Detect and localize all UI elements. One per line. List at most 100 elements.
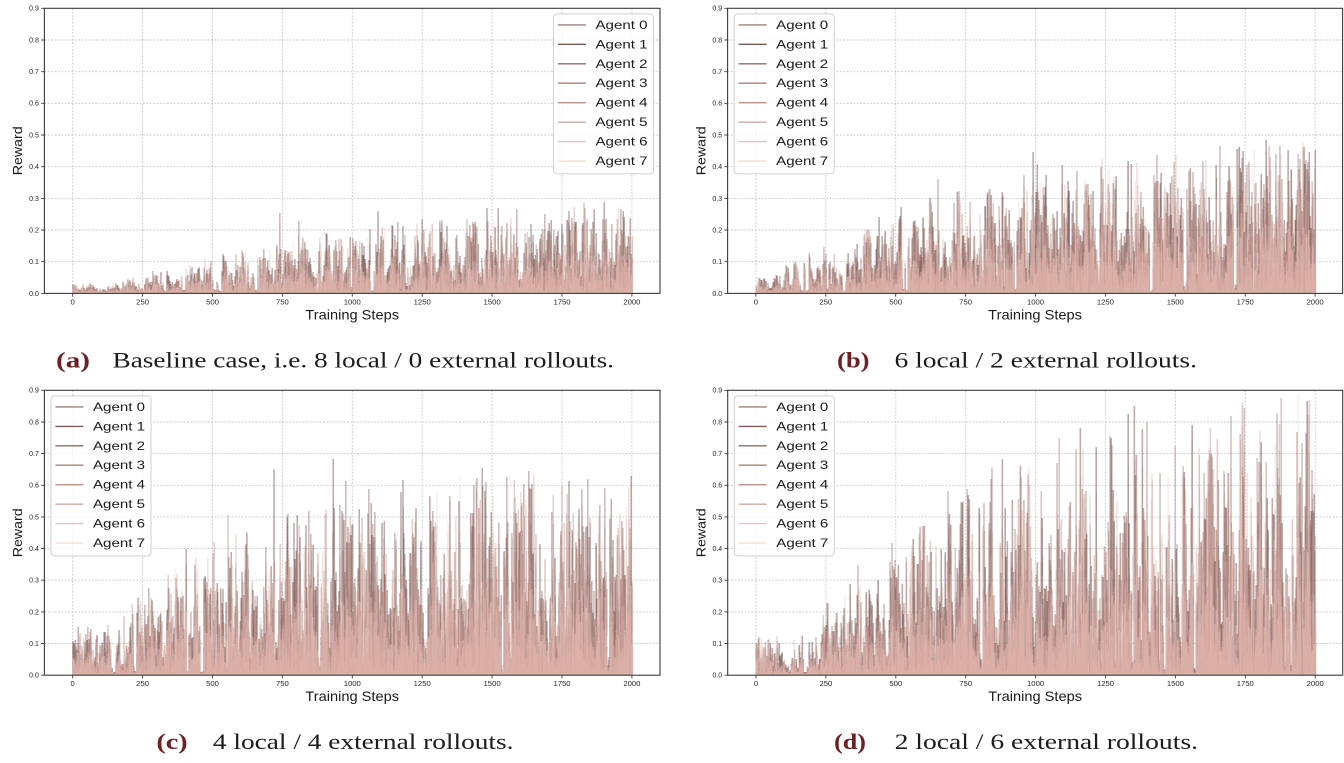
svg-text:0.1: 0.1	[29, 641, 39, 648]
svg-text:Training Steps: Training Steps	[305, 307, 399, 322]
svg-text:Training Steps: Training Steps	[305, 689, 399, 704]
svg-text:Agent 6: Agent 6	[596, 135, 648, 149]
svg-text:Reward: Reward	[10, 126, 25, 175]
svg-text:1500: 1500	[1167, 679, 1184, 688]
svg-text:1500: 1500	[484, 297, 501, 306]
svg-text:1500: 1500	[1167, 297, 1184, 306]
svg-text:2000: 2000	[1307, 679, 1324, 688]
svg-text:750: 750	[959, 297, 972, 306]
svg-text:0.0: 0.0	[712, 673, 722, 680]
svg-text:0.7: 0.7	[712, 451, 722, 458]
svg-text:0: 0	[754, 297, 758, 306]
svg-text:0.9: 0.9	[712, 6, 722, 13]
svg-text:Agent 5: Agent 5	[776, 115, 828, 129]
svg-text:Agent 5: Agent 5	[596, 115, 648, 129]
svg-text:2 local / 6 external rollouts.: 2 local / 6 external rollouts.	[895, 729, 1198, 754]
svg-text:0.3: 0.3	[712, 578, 722, 585]
svg-text:0.5: 0.5	[29, 514, 39, 521]
svg-text:Agent 0: Agent 0	[776, 18, 828, 32]
svg-text:0.1: 0.1	[712, 641, 722, 648]
svg-text:Agent 4: Agent 4	[93, 478, 145, 492]
svg-text:0.9: 0.9	[712, 388, 722, 395]
svg-text:250: 250	[819, 679, 832, 688]
svg-text:(c): (c)	[156, 729, 187, 754]
svg-text:0.2: 0.2	[712, 227, 722, 234]
svg-text:Agent 1: Agent 1	[596, 37, 648, 51]
svg-text:Agent 3: Agent 3	[596, 76, 648, 90]
svg-text:750: 750	[276, 297, 289, 306]
svg-text:Agent 5: Agent 5	[776, 497, 828, 511]
svg-text:0.9: 0.9	[29, 388, 39, 395]
svg-text:Agent 7: Agent 7	[776, 536, 828, 550]
svg-text:2000: 2000	[623, 679, 640, 688]
svg-text:1750: 1750	[1237, 679, 1254, 688]
svg-text:Training Steps: Training Steps	[988, 307, 1082, 322]
svg-text:Agent 0: Agent 0	[776, 400, 828, 414]
svg-text:Agent 3: Agent 3	[776, 76, 828, 90]
svg-text:Agent 2: Agent 2	[93, 439, 145, 453]
svg-text:0.7: 0.7	[712, 69, 722, 76]
svg-text:250: 250	[819, 297, 832, 306]
svg-text:Training Steps: Training Steps	[988, 689, 1082, 704]
svg-text:Agent 6: Agent 6	[776, 517, 828, 531]
svg-text:Reward: Reward	[693, 508, 708, 557]
svg-text:Agent 0: Agent 0	[596, 18, 648, 32]
svg-text:Agent 3: Agent 3	[776, 458, 828, 472]
svg-text:500: 500	[889, 297, 902, 306]
svg-text:1750: 1750	[1237, 297, 1254, 306]
svg-text:1750: 1750	[553, 297, 570, 306]
svg-text:0.6: 0.6	[29, 101, 39, 108]
svg-text:0.4: 0.4	[29, 546, 39, 553]
svg-text:Agent 6: Agent 6	[776, 135, 828, 149]
svg-text:750: 750	[276, 679, 289, 688]
svg-text:250: 250	[136, 679, 149, 688]
svg-text:0.0: 0.0	[712, 291, 722, 298]
svg-text:0.8: 0.8	[712, 37, 722, 44]
svg-text:Agent 2: Agent 2	[596, 57, 648, 71]
svg-text:0.2: 0.2	[29, 609, 39, 616]
svg-text:0.8: 0.8	[712, 419, 722, 426]
svg-text:0.5: 0.5	[712, 132, 722, 139]
svg-text:Agent 2: Agent 2	[776, 439, 828, 453]
svg-text:6 local / 2 external rollouts.: 6 local / 2 external rollouts.	[895, 348, 1198, 373]
svg-text:1000: 1000	[344, 297, 361, 306]
svg-text:0.7: 0.7	[29, 451, 39, 458]
svg-text:1500: 1500	[484, 679, 501, 688]
svg-text:0.4: 0.4	[712, 546, 722, 553]
svg-text:0.5: 0.5	[29, 132, 39, 139]
svg-text:1250: 1250	[414, 679, 431, 688]
svg-text:250: 250	[136, 297, 149, 306]
svg-text:0.5: 0.5	[712, 514, 722, 521]
svg-text:Reward: Reward	[693, 126, 708, 175]
svg-text:0.3: 0.3	[712, 196, 722, 203]
svg-text:0.8: 0.8	[29, 37, 39, 44]
svg-text:0.2: 0.2	[712, 609, 722, 616]
svg-text:0.6: 0.6	[712, 483, 722, 490]
svg-text:0.8: 0.8	[29, 419, 39, 426]
svg-text:Agent 3: Agent 3	[93, 458, 145, 472]
svg-text:0: 0	[71, 679, 75, 688]
svg-text:0.3: 0.3	[29, 196, 39, 203]
svg-text:0.6: 0.6	[712, 101, 722, 108]
svg-text:Agent 5: Agent 5	[93, 497, 145, 511]
svg-text:750: 750	[959, 679, 972, 688]
svg-text:Agent 1: Agent 1	[93, 419, 145, 433]
svg-text:Agent 1: Agent 1	[776, 419, 828, 433]
svg-text:Agent 6: Agent 6	[93, 517, 145, 531]
svg-text:500: 500	[206, 679, 219, 688]
svg-text:Agent 2: Agent 2	[776, 57, 828, 71]
svg-text:0.3: 0.3	[29, 578, 39, 585]
svg-text:(b): (b)	[837, 348, 870, 373]
svg-text:Reward: Reward	[10, 508, 25, 557]
svg-text:1000: 1000	[344, 679, 361, 688]
svg-text:0.1: 0.1	[712, 259, 722, 266]
svg-text:1250: 1250	[1097, 679, 1114, 688]
svg-text:Agent 4: Agent 4	[776, 96, 828, 110]
svg-text:0.0: 0.0	[29, 291, 39, 298]
svg-text:0.0: 0.0	[29, 673, 39, 680]
svg-text:Agent 4: Agent 4	[596, 96, 648, 110]
svg-text:0: 0	[754, 679, 758, 688]
svg-text:0.1: 0.1	[29, 259, 39, 266]
svg-text:2000: 2000	[1307, 297, 1324, 306]
svg-text:1250: 1250	[1097, 297, 1114, 306]
